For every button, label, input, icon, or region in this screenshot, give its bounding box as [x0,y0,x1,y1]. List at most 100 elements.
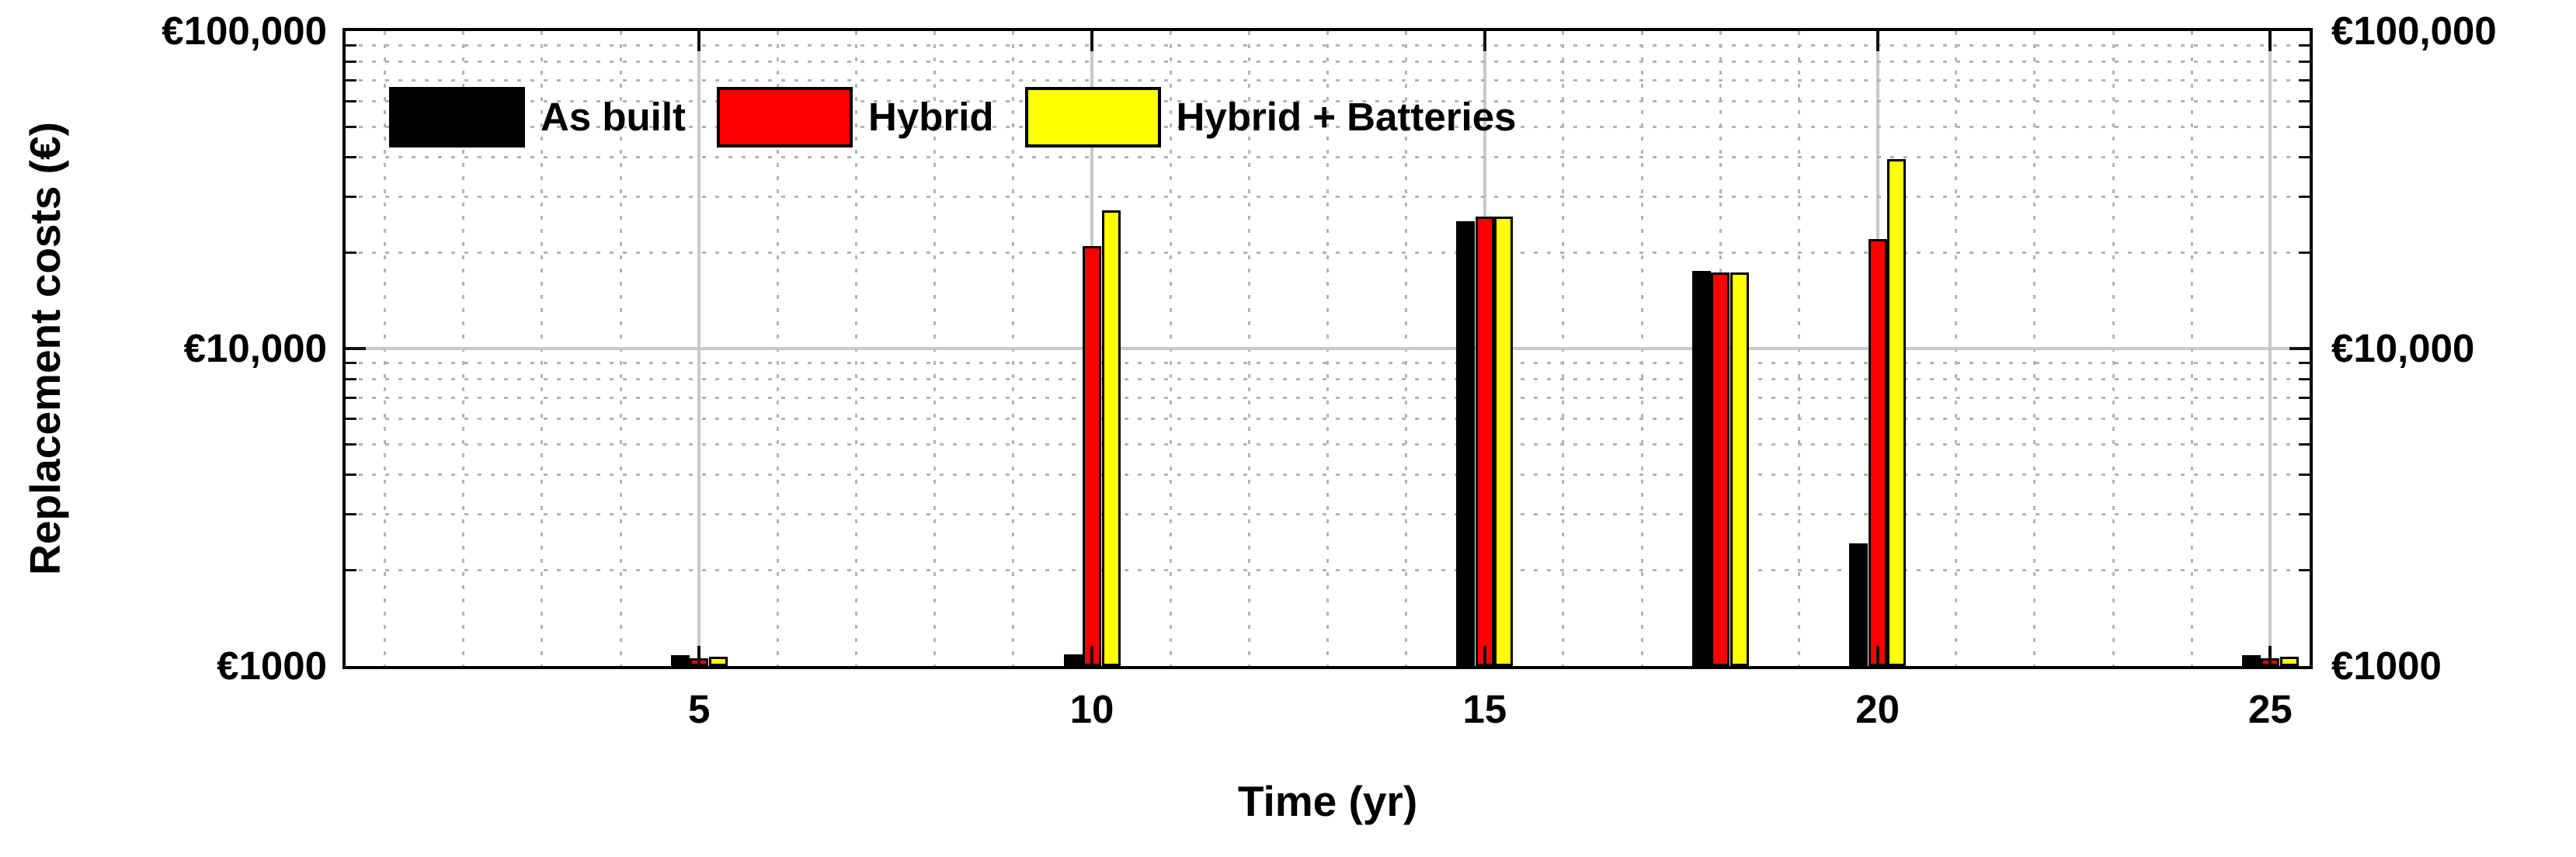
legend-label-as-built: As built [541,95,686,139]
gridline-y-minor-6000 [346,418,2310,421]
bar-as-built-yr10 [1063,654,1083,666]
bar-as-built-yr5 [670,655,690,666]
x-tick-top-5 [697,31,701,51]
x-tick-bottom-10 [1090,646,1094,666]
gridline-y-minor-70000 [346,78,2310,82]
y-minortick-left-80000 [346,61,356,64]
gridline-y-minor-9000 [346,362,2310,365]
x-tick-top-15 [1483,31,1486,51]
gridline-y-minor-30000 [346,196,2310,199]
bar-hybrid-batteries-yr20 [1887,159,1907,666]
bar-hybrid-batteries-yr15 [1494,217,1514,666]
y-minortick-left-3000 [346,513,356,516]
y-minortick-left-6000 [346,418,356,421]
x-tick-bottom-15 [1483,646,1486,666]
bar-hybrid-yr20 [1868,239,1887,666]
legend-swatch-as-built [389,87,525,147]
gridline-y-minor-5000 [346,442,2310,446]
y-minortick-right-5000 [2299,442,2310,446]
gridline-y-minor-8000 [346,378,2310,381]
y-minortick-right-50000 [2299,125,2310,128]
bar-hybrid-batteries-yr5 [708,656,728,666]
legend: As built Hybrid Hybrid + Batteries [389,84,1516,151]
legend-item-as-built: As built [389,84,686,151]
x-tick-top-20 [1876,31,1879,51]
bar-hybrid-yr15 [1475,217,1494,666]
gridline-y-minor-90000 [346,44,2310,47]
x-axis-label: Time (yr) [1237,777,1418,825]
gridline-y-minor-2000 [346,569,2310,572]
x-tick-label-5: 5 [688,687,711,731]
y-minortick-left-8000 [346,378,356,381]
legend-label-hybrid-batteries: Hybrid + Batteries [1176,95,1517,139]
gridline-y-minor-50000 [346,125,2310,128]
legend-swatch-hybrid-batteries [1024,87,1161,147]
gridline-y-minor-4000 [346,474,2310,477]
y-minortick-left-40000 [346,156,356,159]
y-minortick-left-70000 [346,78,356,82]
gridline-y-minor-3000 [346,513,2310,516]
y-minortick-left-90000 [346,44,356,47]
legend-item-hybrid-batteries: Hybrid + Batteries [1024,84,1517,151]
y-minortick-right-2000 [2299,569,2310,572]
x-tick-top-25 [2268,31,2272,51]
bar-hybrid-batteries-yr18 [1730,272,1749,666]
y-minortick-right-20000 [2299,252,2310,255]
y-tick-label-left-10000: €10,000 [183,326,327,370]
bar-hybrid-yr10 [1083,246,1102,666]
y-minortick-right-4000 [2299,474,2310,477]
y-minortick-right-9000 [2299,362,2310,365]
y-minortick-right-7000 [2299,396,2310,399]
y-minortick-right-3000 [2299,513,2310,516]
y-minortick-left-4000 [346,474,356,477]
y-tick-label-left-1000: €1000 [217,644,327,688]
legend-item-hybrid: Hybrid [717,84,994,151]
gridline-y-minor-60000 [346,100,2310,103]
bar-hybrid-yr18 [1711,272,1730,666]
y-tick-label-left-100000: €100,000 [162,9,327,53]
y-minortick-right-40000 [2299,156,2310,159]
legend-label-hybrid: Hybrid [868,95,994,139]
gridline-y-major-10000 [346,347,2310,350]
y-minortick-right-70000 [2299,78,2310,82]
y-minortick-left-30000 [346,196,356,199]
x-tick-label-15: 15 [1462,687,1507,731]
gridline-y-minor-40000 [346,156,2310,159]
y-minortick-left-9000 [346,362,356,365]
bar-as-built-yr20 [1849,543,1869,666]
x-tick-label-25: 25 [2248,687,2293,731]
y-minortick-left-60000 [346,100,356,103]
legend-swatch-hybrid [717,87,853,147]
y-tick-label-right-10000: €10,000 [2331,326,2475,370]
plot-area [342,28,2313,669]
y-minortick-right-80000 [2299,61,2310,64]
x-tick-bottom-25 [2268,646,2272,666]
y-tick-label-right-1000: €1000 [2331,644,2442,688]
gridline-y-minor-80000 [346,61,2310,64]
gridline-y-minor-7000 [346,396,2310,399]
y-tick-left-10000 [346,347,366,350]
x-tick-label-20: 20 [1855,687,1900,731]
x-tick-label-10: 10 [1069,687,1114,731]
bar-as-built-yr18 [1691,270,1711,666]
gridline-y-minor-20000 [346,252,2310,255]
x-tick-top-10 [1090,31,1094,51]
y-minortick-left-50000 [346,125,356,128]
y-minortick-left-5000 [346,442,356,446]
y-minortick-right-6000 [2299,418,2310,421]
y-minortick-right-60000 [2299,100,2310,103]
bar-hybrid-batteries-yr10 [1101,210,1121,666]
y-tick-right-10000 [2289,347,2310,350]
y-minortick-left-7000 [346,396,356,399]
y-minortick-left-20000 [346,252,356,255]
bar-as-built-yr25 [2241,655,2261,666]
y-minortick-right-90000 [2299,44,2310,47]
x-tick-bottom-20 [1876,646,1879,666]
y-tick-label-right-100000: €100,000 [2331,9,2497,53]
bar-as-built-yr15 [1456,220,1476,666]
y-minortick-right-8000 [2299,378,2310,381]
y-minortick-right-30000 [2299,196,2310,199]
x-tick-bottom-5 [697,646,701,666]
bar-hybrid-batteries-yr25 [2279,656,2299,666]
